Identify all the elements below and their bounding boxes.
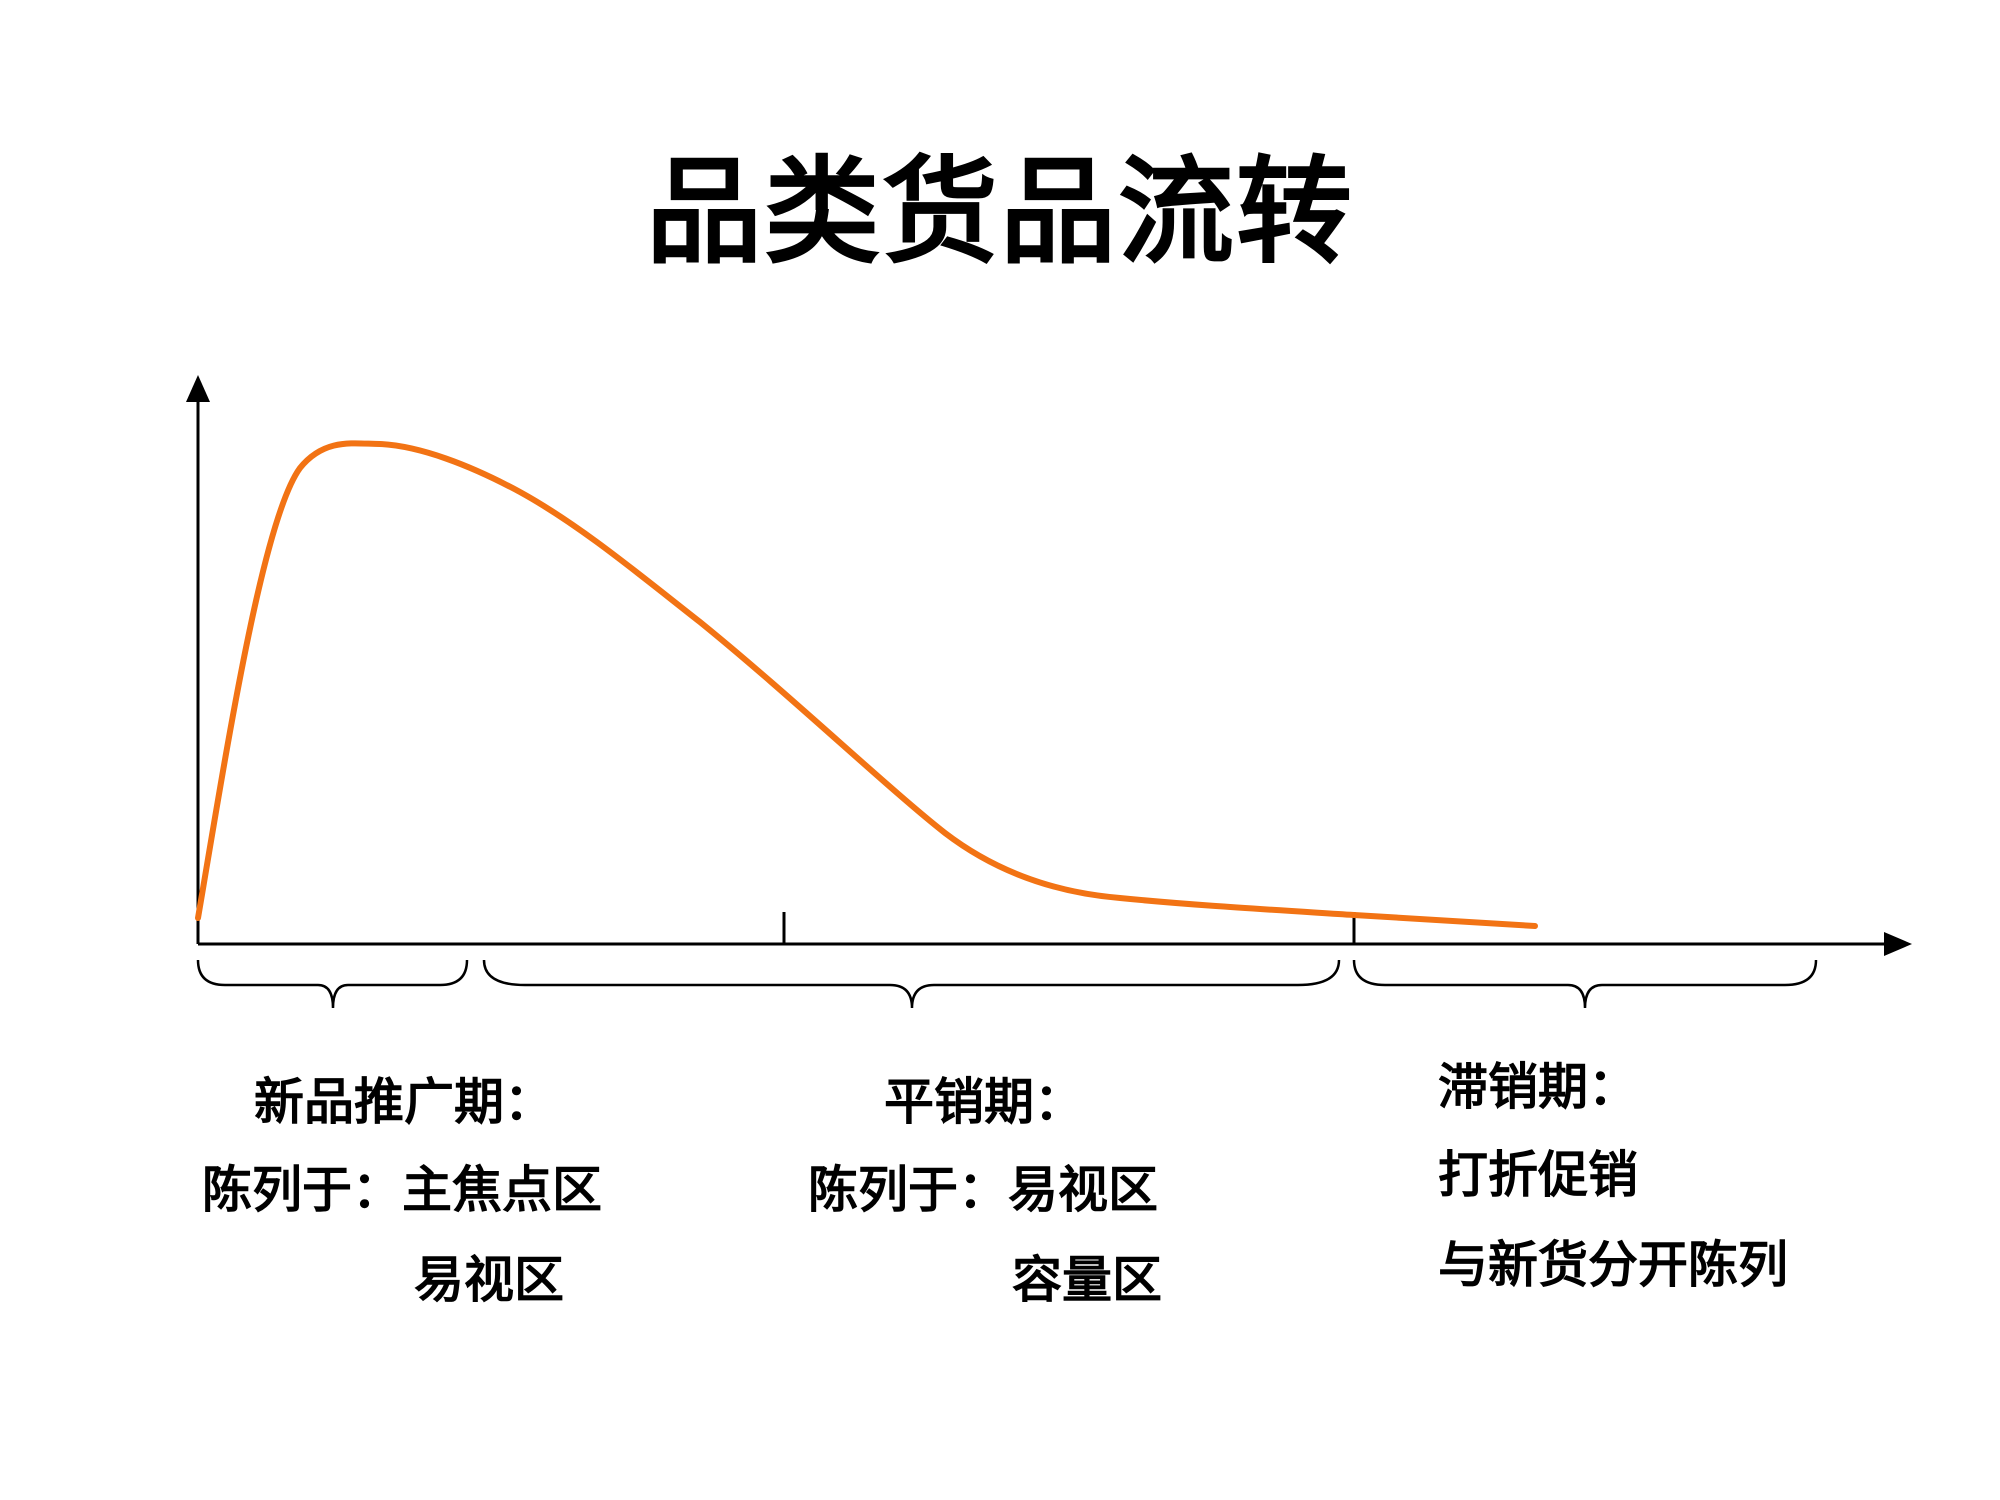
phase3-heading: 滞销期： [1438,1057,1638,1116]
phase1-display-zone-secondary: 易视区 [414,1250,564,1309]
phase3-action-discount: 打折促销 [1438,1145,1638,1204]
sales-lifecycle-curve [195,440,1538,929]
phase1-heading: 新品推广期： [254,1072,554,1131]
brace-new-product [196,959,469,1009]
brace-stagnant [1352,959,1818,1009]
slide-title: 品类货品流转 [646,144,1354,280]
phase2-display-zone-secondary: 容量区 [1012,1250,1162,1309]
phase3-action-separate-display: 与新货分开陈列 [1438,1235,1788,1294]
x-axis-arrowhead [1884,932,1912,956]
phase2-display-zone-primary: 陈列于：易视区 [808,1160,1158,1219]
brace-steady-sales [482,959,1341,1009]
y-axis-arrowhead [186,375,210,402]
phase2-heading: 平销期： [884,1072,1084,1131]
phase1-display-zone-primary: 陈列于：主焦点区 [202,1160,602,1219]
